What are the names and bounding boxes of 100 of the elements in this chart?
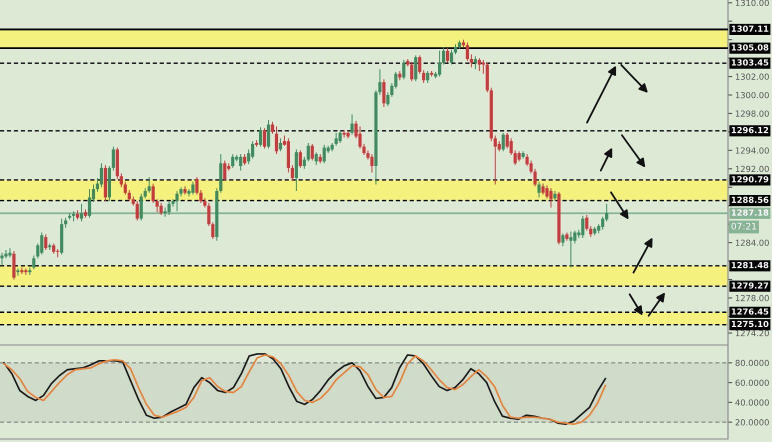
candlestick (239, 154, 242, 172)
y-tick-label: 1302.00 (736, 74, 769, 80)
candlestick (251, 140, 254, 160)
y-tick-label: 80.0000 (736, 360, 769, 366)
candlestick (298, 150, 302, 168)
candlestick (502, 132, 505, 152)
candlestick (478, 58, 481, 72)
candlestick (322, 144, 326, 164)
candlestick (438, 50, 442, 78)
candlestick (100, 162, 104, 188)
ref-line-label: 1303.45 (732, 59, 768, 66)
candlestick (175, 190, 179, 212)
candlestick (274, 126, 278, 155)
candlestick (72, 210, 76, 222)
candlestick (199, 190, 202, 204)
candlestick (533, 168, 537, 187)
y-tick-label: 1278.00 (736, 294, 769, 302)
candlestick (553, 190, 557, 202)
y-tick-label: 1294.00 (736, 147, 769, 154)
candlestick (164, 207, 167, 218)
candlestick (338, 130, 342, 144)
ref-line-label: 1288.56 (732, 196, 768, 203)
candlestick (585, 214, 588, 232)
y-tick-label: 20.0000 (736, 419, 769, 426)
candlestick (581, 215, 584, 238)
ref-line-label: 1296.12 (732, 126, 768, 134)
y-tick-label: 1298.00 (736, 110, 769, 117)
ref-line-label: 1279.27 (732, 282, 768, 289)
candlestick (318, 154, 322, 164)
candlestick (569, 231, 572, 268)
candlestick (160, 202, 163, 216)
candlestick (334, 132, 338, 146)
candlestick (529, 160, 533, 174)
candlestick (446, 47, 450, 64)
candlestick (370, 154, 374, 173)
candlestick (426, 70, 430, 84)
ref-line-label: 1281.48 (732, 262, 768, 268)
candlestick (278, 138, 282, 152)
candlestick (310, 143, 314, 161)
y-tick-label: 1310.00 (736, 0, 769, 6)
candlestick (537, 181, 541, 198)
candlestick (195, 176, 199, 196)
y-tick-label: 40.0000 (735, 399, 769, 406)
candlestick (191, 181, 195, 196)
candlestick (266, 119, 270, 149)
ref-line-label: 1305.08 (732, 44, 768, 51)
candlestick (40, 232, 44, 256)
candlestick (382, 78, 386, 108)
candlestick (56, 248, 60, 258)
candlestick (112, 146, 115, 172)
candlestick (386, 92, 390, 107)
candlestick (350, 114, 354, 136)
candlestick (152, 183, 155, 204)
candlestick (179, 186, 183, 197)
ref-line-label: 1287.18 (732, 209, 768, 216)
candlestick (243, 154, 246, 166)
candlestick (0, 252, 4, 266)
candlestick (410, 61, 414, 82)
candlestick (156, 198, 159, 213)
candlestick (314, 152, 318, 166)
candlestick (450, 49, 454, 66)
candlestick (561, 232, 564, 247)
candlestick (398, 70, 402, 81)
candlestick (148, 176, 151, 194)
candlestick (258, 126, 262, 148)
candlestick (231, 154, 234, 168)
candlestick (362, 143, 366, 156)
ref-line-label: 1276.45 (732, 308, 768, 315)
y-tick-label: 1274.20 (736, 330, 769, 336)
candlestick (290, 164, 294, 182)
candlestick (573, 230, 576, 244)
candlestick (414, 54, 418, 82)
candlestick (80, 203, 84, 222)
candlestick (466, 42, 470, 62)
candlestick (88, 188, 92, 218)
candlestick (262, 128, 266, 149)
candlestick (378, 68, 382, 96)
candlestick (442, 46, 446, 66)
y-tick-label: 1284.00 (736, 240, 769, 246)
candlestick (402, 59, 406, 80)
candlestick (454, 44, 458, 55)
candlestick (358, 126, 362, 149)
y-tick-label: 60.0000 (736, 380, 769, 386)
candlestick (541, 183, 545, 196)
candlestick (203, 198, 206, 208)
candlestick (223, 160, 226, 182)
candlestick (518, 150, 521, 162)
candlestick (52, 243, 56, 254)
y-tick-label: 1292.00 (736, 166, 769, 172)
candlestick (167, 200, 171, 216)
text: 07:21 (732, 222, 756, 230)
ref-line-label: 1275.10 (732, 320, 768, 328)
ref-line-label: 1290.79 (732, 176, 768, 182)
y-tick-label: 1300.00 (736, 92, 769, 98)
candlestick (136, 200, 139, 221)
candlestick (12, 250, 16, 280)
candlestick (545, 184, 549, 199)
candlestick (44, 234, 48, 250)
ref-line-label: 1307.11 (732, 26, 768, 32)
candlestick (270, 121, 274, 134)
